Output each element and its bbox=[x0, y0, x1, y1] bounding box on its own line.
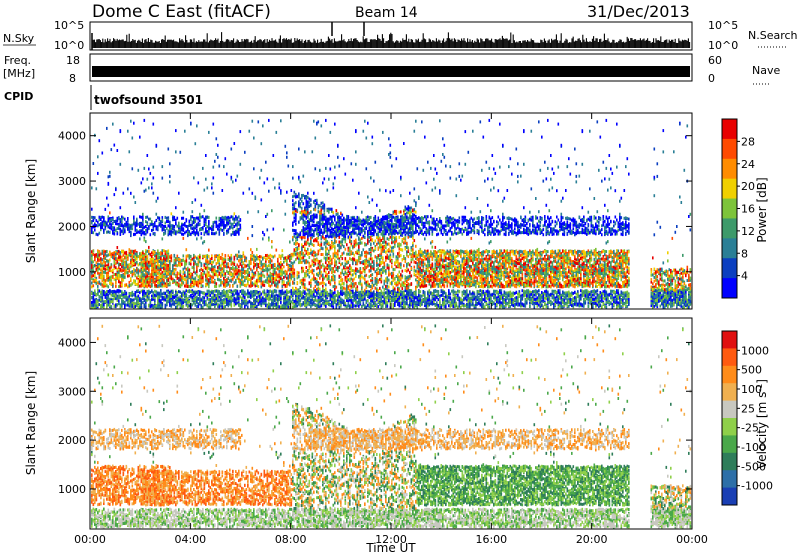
nsky-tick-bottom: 10^0 bbox=[54, 39, 84, 52]
velocity-ytick-label: 2000 bbox=[58, 434, 86, 447]
freq-tick-top: 18 bbox=[66, 54, 80, 67]
velocity-colorbar-cell bbox=[722, 348, 737, 367]
velocity-ytick-label: 3000 bbox=[58, 385, 86, 398]
time-tick-label: 20:00 bbox=[576, 533, 608, 546]
power-ytick-label: 2000 bbox=[58, 220, 86, 233]
time-tick-label: 16:00 bbox=[475, 533, 507, 546]
power-colorbar-label: Power [dB] bbox=[755, 177, 769, 242]
freq-band bbox=[92, 66, 690, 77]
velocity-colorbar-cell bbox=[722, 435, 737, 454]
velocity-ytick-label: 1000 bbox=[58, 483, 86, 496]
nsearch-label: N.Search bbox=[748, 29, 798, 42]
time-tick-label: 00:00 bbox=[74, 533, 106, 546]
nsearch-tick-top: 10^5 bbox=[708, 19, 738, 32]
velocity-colorbar-cell bbox=[722, 452, 737, 471]
power-colorbar-tick: 20 bbox=[741, 180, 755, 193]
velocity-colorbar-tick: 100 bbox=[741, 383, 762, 396]
power-colorbar-cell bbox=[722, 119, 737, 140]
time-tick-label: 00:00 bbox=[676, 533, 708, 546]
nsky-label: N.Sky bbox=[3, 32, 35, 45]
nave-tick-top: 60 bbox=[708, 54, 722, 67]
velocity-colorbar: 1000 500 100 25 -25 -100 -500 -1000 bbox=[721, 330, 773, 506]
chart-title: Dome C East (fitACF) bbox=[92, 2, 271, 22]
velocity-colorbar-tick: -100 bbox=[741, 441, 766, 454]
velocity-colorbar-cell bbox=[722, 470, 737, 489]
freq-label-line2: [MHz] bbox=[3, 67, 35, 80]
velocity-ylabel: Slant Range [km] bbox=[24, 371, 38, 475]
power-ylabel: Slant Range [km] bbox=[24, 159, 38, 263]
power-ytick-label: 4000 bbox=[58, 130, 86, 143]
nsky-tick-top: 10^5 bbox=[54, 19, 84, 32]
power-ytick-label: 1000 bbox=[58, 266, 86, 279]
power-colorbar-cell bbox=[722, 138, 737, 160]
nsky-panel: N.Sky 10^5 10^0 10^5 10^0 N.Search bbox=[3, 19, 798, 52]
power-colorbar-cell bbox=[722, 178, 737, 200]
time-tick-label: 12:00 bbox=[375, 533, 407, 546]
power-y-axis: 1000 2000 3000 4000 bbox=[58, 130, 692, 279]
date-label: 31/Dec/2013 bbox=[587, 2, 690, 21]
velocity-colorbar-cell bbox=[722, 418, 737, 436]
velocity-ytick-label: 4000 bbox=[58, 336, 86, 349]
cpid-program: twofsound 3501 bbox=[94, 93, 203, 107]
freq-tick-bottom: 8 bbox=[69, 72, 76, 85]
time-x-axis: 00:00 04:00 08:00 12:00 16:00 20:00 00:00 bbox=[74, 113, 708, 546]
power-colorbar-tick: 24 bbox=[741, 158, 755, 171]
velocity-colorbar-label: Velocity [m s-1] bbox=[755, 379, 769, 469]
nave-tick-bottom: 0 bbox=[708, 72, 715, 85]
velocity-colorbar-cell bbox=[722, 383, 737, 402]
velocity-colorbar-tick: 25 bbox=[741, 402, 755, 415]
velocity-colorbar-cell bbox=[722, 331, 737, 349]
power-colorbar-tick: 28 bbox=[741, 135, 755, 148]
freq-panel: Freq. [MHz] 18 8 60 0 Nave bbox=[3, 53, 780, 85]
velocity-colorbar-tick: -500 bbox=[741, 460, 766, 473]
velocity-colorbar-tick: -1000 bbox=[741, 480, 773, 493]
power-colorbar: 28 24 20 16 12 8 4 bbox=[721, 118, 755, 299]
velocity-colorbar-cell bbox=[722, 365, 737, 384]
velocity-colorbar-cell bbox=[722, 400, 737, 419]
freq-label-line1: Freq. bbox=[4, 54, 31, 67]
power-colorbar-cell bbox=[722, 158, 737, 180]
power-heatmap bbox=[91, 118, 692, 309]
cpid-panel: CPID twofsound 3501 bbox=[4, 85, 203, 110]
velocity-xlabel: Time UT bbox=[365, 541, 416, 554]
power-colorbar-tick: 4 bbox=[741, 270, 748, 283]
power-colorbar-cell bbox=[722, 218, 737, 239]
velocity-colorbar-tick: 500 bbox=[741, 364, 762, 377]
power-colorbar-tick: 16 bbox=[741, 203, 755, 216]
power-panel: 1000 2000 3000 4000 Slant Range [km] 28 24 20… bbox=[24, 112, 769, 310]
velocity-y-axis: 1000 2000 3000 4000 bbox=[58, 336, 692, 496]
velocity-colorbar-tick: -25 bbox=[741, 422, 759, 435]
velocity-colorbar-cell bbox=[722, 487, 737, 506]
velocity-colorbar-tick: 1000 bbox=[741, 344, 769, 357]
time-tick-label: 08:00 bbox=[275, 533, 307, 546]
cpid-label: CPID bbox=[4, 90, 33, 103]
power-colorbar-cell bbox=[722, 278, 737, 299]
power-colorbar-cell bbox=[722, 198, 737, 219]
nsky-bars bbox=[91, 22, 691, 50]
velocity-heatmap bbox=[91, 324, 692, 529]
nave-label: Nave bbox=[752, 64, 780, 77]
power-colorbar-cell bbox=[722, 258, 737, 279]
beam-label: Beam 14 bbox=[355, 5, 418, 21]
power-ytick-label: 3000 bbox=[58, 175, 86, 188]
power-colorbar-tick: 12 bbox=[741, 225, 755, 238]
time-tick-label: 04:00 bbox=[174, 533, 206, 546]
power-colorbar-cell bbox=[722, 238, 737, 259]
power-colorbar-tick: 8 bbox=[741, 247, 748, 260]
nsearch-tick-bottom: 10^0 bbox=[708, 39, 738, 52]
nsky-trace bbox=[91, 32, 691, 48]
